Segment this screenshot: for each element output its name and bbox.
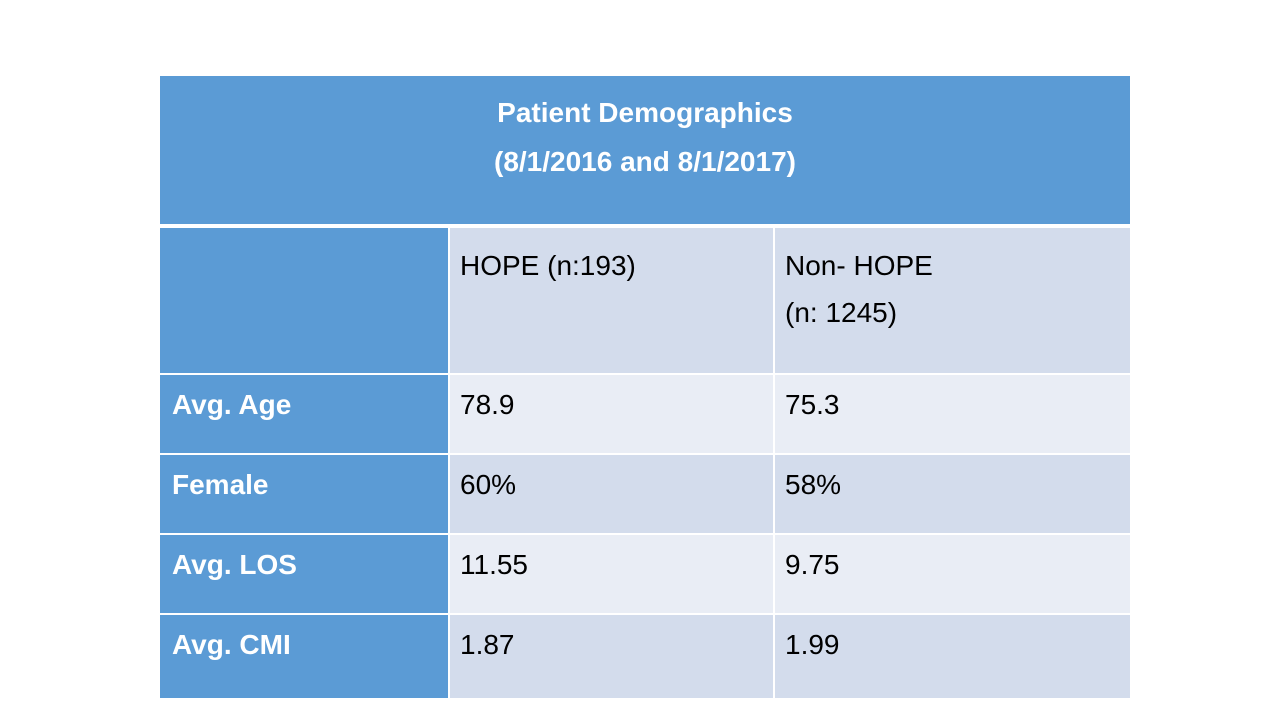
cell-avg-los-hope: 11.55: [450, 535, 775, 615]
column-header-non-hope-line2: (n: 1245): [785, 297, 898, 328]
column-header-non-hope: Non- HOPE (n: 1245): [775, 228, 1130, 375]
table-row-avg-age: Avg. Age 78.9 75.3: [160, 375, 1130, 455]
cell-avg-age-non-hope: 75.3: [775, 375, 1130, 455]
row-label-avg-age: Avg. Age: [160, 375, 450, 455]
row-label-avg-cmi: Avg. CMI: [160, 615, 450, 698]
cell-female-non-hope: 58%: [775, 455, 1130, 535]
corner-cell: [160, 228, 450, 375]
table-title-cell: Patient Demographics (8/1/2016 and 8/1/2…: [160, 76, 1130, 228]
title-row: Patient Demographics (8/1/2016 and 8/1/2…: [160, 76, 1130, 228]
patient-demographics-table: Patient Demographics (8/1/2016 and 8/1/2…: [160, 76, 1130, 698]
column-header-hope-label: HOPE (n:193): [460, 250, 636, 281]
table-title-line2: (8/1/2016 and 8/1/2017): [494, 146, 796, 177]
table-title-line1: Patient Demographics: [497, 97, 793, 128]
column-header-row: HOPE (n:193) Non- HOPE (n: 1245): [160, 228, 1130, 375]
column-header-hope: HOPE (n:193): [450, 228, 775, 375]
cell-female-hope: 60%: [450, 455, 775, 535]
cell-avg-los-non-hope: 9.75: [775, 535, 1130, 615]
table-row-female: Female 60% 58%: [160, 455, 1130, 535]
row-label-avg-los: Avg. LOS: [160, 535, 450, 615]
column-header-non-hope-line1: Non- HOPE: [785, 250, 933, 281]
row-label-female: Female: [160, 455, 450, 535]
cell-avg-cmi-hope: 1.87: [450, 615, 775, 698]
table-row-avg-los: Avg. LOS 11.55 9.75: [160, 535, 1130, 615]
cell-avg-cmi-non-hope: 1.99: [775, 615, 1130, 698]
table-row-avg-cmi: Avg. CMI 1.87 1.99: [160, 615, 1130, 698]
cell-avg-age-hope: 78.9: [450, 375, 775, 455]
